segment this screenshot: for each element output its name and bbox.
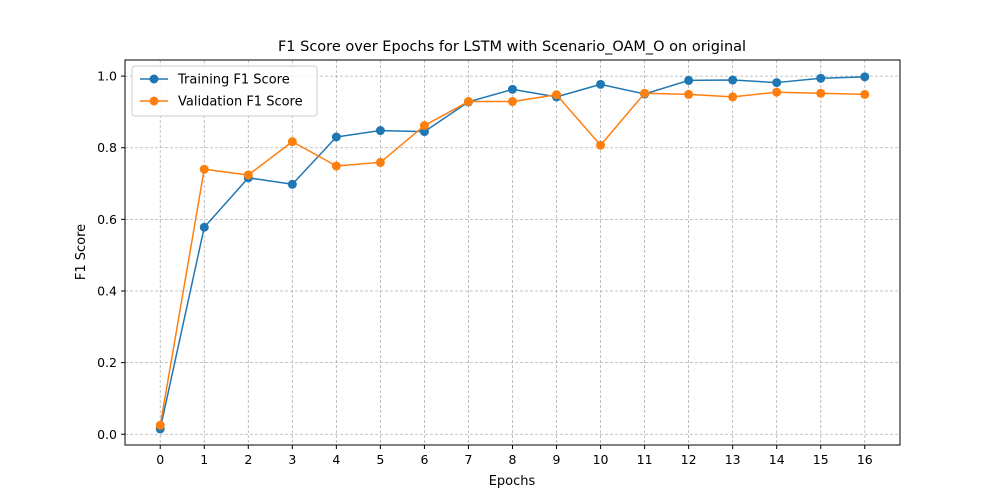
data-point bbox=[772, 87, 782, 97]
data-point bbox=[287, 137, 297, 147]
data-point bbox=[596, 79, 606, 89]
data-point bbox=[816, 73, 826, 83]
data-point bbox=[331, 132, 341, 142]
legend-entry: Training F1 Score bbox=[140, 73, 290, 88]
data-point bbox=[552, 90, 562, 100]
x-tick-label: 13 bbox=[725, 452, 741, 467]
x-tick-label: 15 bbox=[813, 452, 829, 467]
data-point bbox=[463, 97, 473, 107]
data-point bbox=[728, 75, 738, 85]
data-point bbox=[419, 121, 429, 131]
legend-label: Training F1 Score bbox=[177, 73, 290, 88]
data-point bbox=[199, 222, 209, 232]
x-tick-label: 16 bbox=[857, 452, 873, 467]
x-tick-label: 8 bbox=[509, 452, 517, 467]
legend-entry: Validation F1 Score bbox=[140, 95, 303, 110]
y-axis-label: F1 Score bbox=[74, 224, 89, 280]
legend-marker bbox=[149, 96, 159, 106]
chart-title: F1 Score over Epochs for LSTM with Scena… bbox=[278, 39, 746, 55]
y-tick-label: 0.6 bbox=[97, 212, 117, 227]
tick-layer: 0 1 2 3 4 5 6 7 8 9 10 11 12 13 14 15 160.00.20.40.60.81… bbox=[97, 69, 873, 467]
data-point bbox=[199, 164, 209, 174]
series-layer bbox=[155, 72, 870, 434]
y-tick-label: 0.4 bbox=[97, 284, 117, 299]
legend-marker bbox=[149, 74, 159, 84]
series-validation bbox=[155, 87, 870, 430]
legend-label: Validation F1 Score bbox=[178, 95, 303, 110]
data-point bbox=[243, 170, 253, 180]
legend: Training F1 Score Validation F1 Score bbox=[131, 65, 318, 117]
data-point bbox=[640, 88, 650, 98]
x-tick-label: 10 bbox=[593, 452, 609, 467]
data-point bbox=[331, 161, 341, 171]
x-tick-label: 5 bbox=[376, 452, 384, 467]
legend-box bbox=[131, 65, 318, 117]
x-tick-label: 0 bbox=[156, 452, 164, 467]
y-tick-label: 0.0 bbox=[97, 427, 117, 442]
data-point bbox=[728, 92, 738, 102]
x-tick-label: 14 bbox=[769, 452, 785, 467]
x-tick-label: 1 bbox=[200, 452, 208, 467]
data-point bbox=[508, 97, 517, 107]
y-tick-label: 0.2 bbox=[97, 355, 117, 370]
data-point bbox=[684, 89, 694, 99]
x-tick-label: 12 bbox=[681, 452, 697, 467]
data-point bbox=[596, 140, 606, 150]
data-point bbox=[860, 72, 870, 82]
data-point bbox=[772, 78, 782, 88]
data-point bbox=[155, 420, 165, 430]
data-point bbox=[287, 179, 297, 189]
y-tick-label: 1.0 bbox=[97, 69, 117, 84]
x-tick-label: 9 bbox=[553, 452, 561, 467]
grid-layer bbox=[125, 60, 900, 445]
x-tick-label: 7 bbox=[464, 452, 472, 467]
x-axis-label: Epochs bbox=[489, 474, 536, 489]
y-tick-label: 0.8 bbox=[97, 140, 117, 155]
data-point bbox=[860, 89, 870, 99]
data-point bbox=[375, 126, 385, 136]
x-tick-label: 4 bbox=[332, 452, 340, 467]
x-tick-label: 6 bbox=[420, 452, 428, 467]
data-point bbox=[684, 75, 694, 85]
x-tick-label: 11 bbox=[637, 452, 653, 467]
data-point bbox=[508, 84, 517, 94]
data-point bbox=[816, 88, 826, 98]
x-tick-label: 2 bbox=[244, 452, 252, 467]
data-point bbox=[375, 157, 385, 167]
x-tick-label: 3 bbox=[288, 452, 296, 467]
